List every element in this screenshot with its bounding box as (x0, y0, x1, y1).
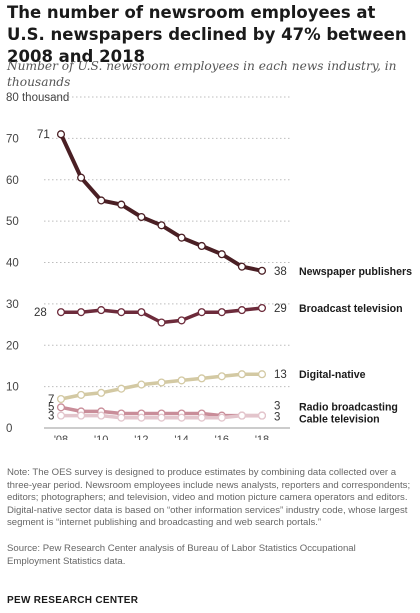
data-point (56, 394, 66, 404)
series-name: Radio broadcasting (299, 402, 398, 414)
data-point (197, 413, 206, 422)
data-point (217, 250, 226, 259)
series-end-label: 3 (274, 412, 280, 424)
x-tick-label: '10 (94, 434, 108, 440)
x-tick-label: '12 (134, 434, 148, 440)
series-end-label: 13 (274, 369, 287, 381)
data-point (237, 411, 246, 420)
data-point (117, 384, 126, 393)
y-tick-label: 10 (6, 382, 19, 394)
data-point (97, 306, 106, 315)
data-point (237, 370, 246, 379)
data-point (117, 413, 126, 422)
data-point (77, 411, 86, 420)
data-point (137, 308, 146, 317)
data-point (237, 262, 246, 271)
series-start-label: 28 (34, 307, 47, 319)
data-point (257, 303, 267, 313)
data-point (217, 372, 226, 381)
series-start-label: 3 (48, 411, 54, 423)
y-tick-label: 50 (6, 216, 19, 228)
series-start-label: 71 (37, 129, 50, 141)
data-point (77, 390, 86, 399)
chart-title: The number of newsroom employees at U.S.… (7, 3, 407, 66)
series-start-label: 7 (48, 394, 54, 406)
x-tick-label: '14 (174, 434, 188, 440)
series-labels: 71 38 Newspaper publishers 28 29 Broadcast te… (34, 129, 412, 425)
data-point (177, 316, 186, 325)
y-tick-label: 30 (6, 299, 19, 311)
data-point (257, 370, 267, 379)
series-lines (56, 130, 267, 422)
series-name: Digital-native (299, 369, 366, 381)
chart-subtitle: Number of U.S. newsroom employees in eac… (7, 59, 397, 89)
data-point (137, 212, 146, 222)
data-point (56, 403, 66, 412)
data-point (97, 196, 106, 205)
chart-note: Note: The OES survey is designed to prod… (7, 467, 411, 529)
data-point (137, 380, 146, 389)
data-point (117, 308, 126, 317)
axis-labels: 0 10 20 30 40 50 60 70 80 thousand '08 '10 '12 '14 '1… (6, 92, 269, 440)
data-point (237, 306, 246, 315)
y-tick-label: 70 (6, 133, 19, 145)
series-end-label: 3 (274, 401, 280, 413)
data-point (157, 221, 166, 230)
y-tick-label: 60 (6, 175, 19, 187)
y-tick-label: 0 (6, 423, 12, 435)
x-tick-label: '08 (54, 434, 68, 440)
data-point (217, 308, 226, 317)
series-end-label: 38 (274, 266, 287, 278)
chart-source: Source: Pew Research Center analysis of … (7, 543, 356, 567)
series-line (59, 132, 264, 273)
data-point (157, 318, 166, 327)
data-point (56, 411, 66, 420)
data-point (157, 413, 166, 422)
y-tick-label: 20 (6, 340, 19, 352)
x-tick-label: '18 (255, 434, 269, 440)
series-end-label: 29 (274, 303, 287, 315)
series-name: Newspaper publishers (299, 266, 412, 278)
data-point (197, 241, 206, 251)
data-point (137, 413, 146, 422)
line-chart: 0 10 20 30 40 50 60 70 80 thousand '08 '10 '12 '14 '1… (6, 92, 412, 440)
data-point (217, 413, 226, 422)
series-start-label: 5 (48, 401, 54, 413)
data-point (97, 388, 106, 397)
data-point (257, 266, 267, 275)
series-name: Cable television (299, 414, 380, 426)
data-point (157, 378, 166, 387)
series-name: Broadcast television (299, 303, 403, 315)
brand-label: PEW RESEARCH CENTER (7, 595, 139, 606)
data-point (257, 411, 267, 420)
y-tick-label: 80 thousand (6, 92, 69, 104)
gridlines (44, 96, 290, 429)
data-point (56, 308, 66, 317)
x-tick-label: '16 (215, 434, 229, 440)
data-point (177, 376, 186, 385)
data-point (177, 233, 186, 242)
data-point (197, 308, 206, 317)
data-point (77, 173, 86, 182)
data-point (177, 413, 186, 422)
y-tick-label: 40 (6, 258, 19, 270)
data-point (56, 130, 66, 139)
data-point (117, 200, 126, 209)
data-point (77, 308, 86, 317)
data-point (197, 374, 206, 383)
data-point (97, 411, 106, 420)
